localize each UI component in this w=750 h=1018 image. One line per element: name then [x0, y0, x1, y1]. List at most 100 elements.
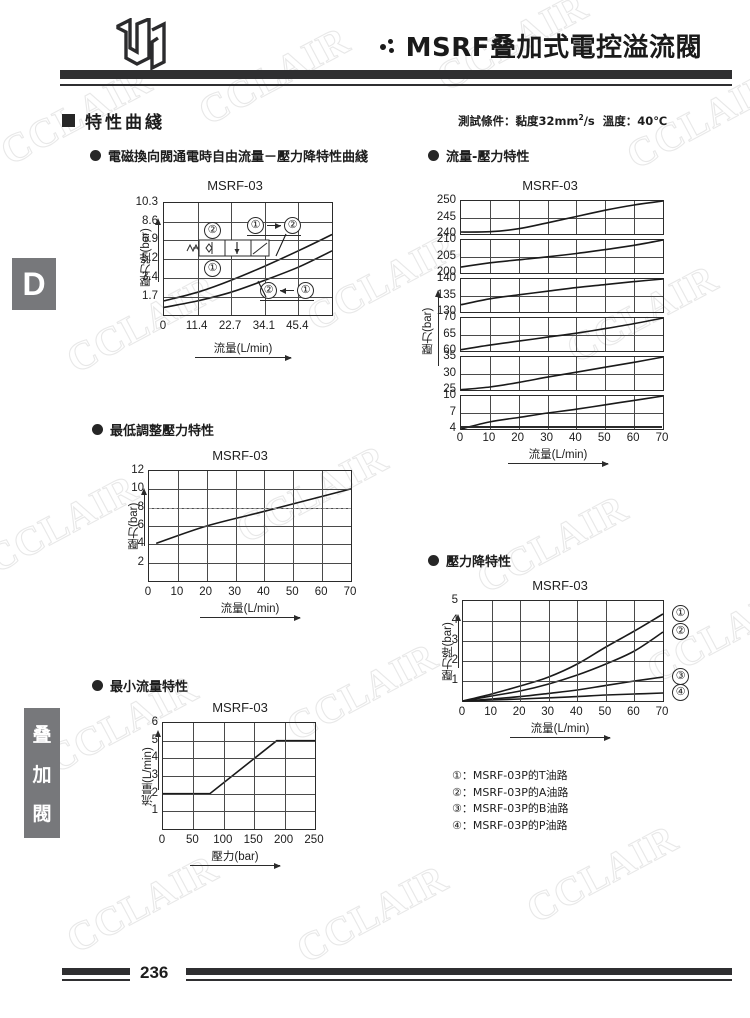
- gridline-v: [576, 396, 578, 429]
- gridline-h: [163, 811, 315, 813]
- chart4-y-tick: 3: [451, 634, 458, 646]
- chart5-title: MSRF-03: [212, 700, 268, 715]
- chart2-band-plot: [460, 317, 664, 352]
- chart2-y-tick: 7: [449, 405, 456, 418]
- gridline-h: [163, 758, 315, 760]
- page-number: 236: [140, 963, 169, 982]
- gridline-v: [634, 201, 636, 234]
- section-heading-label: 特性曲綫: [85, 113, 165, 133]
- section-heading: 特性曲綫: [62, 108, 165, 133]
- test-conditions-viscosity-exp: 2: [578, 113, 584, 123]
- chart2-y-tick: 205: [436, 249, 456, 262]
- gridline-v: [605, 396, 607, 429]
- dot-bullet-icon: [92, 424, 103, 435]
- chart4-x-axis-label: 流量(L/min): [510, 720, 611, 741]
- gridline-v: [489, 240, 491, 273]
- chart4-y-axis-arrow: [455, 614, 461, 668]
- chart5-x-tick: 50: [185, 834, 199, 846]
- chart4-x-axis-label-text: 流量(L/min): [530, 723, 590, 735]
- chart3-x-tick: 40: [256, 586, 270, 598]
- chart2-band-plot: [460, 239, 664, 274]
- gridline-v: [576, 240, 578, 273]
- footer-rule-left: [62, 968, 130, 975]
- chart2-y-axis-arrow: [435, 290, 441, 366]
- chart4-x-tick: 50: [598, 706, 612, 718]
- chart4-x-tick: 20: [512, 706, 526, 718]
- chart2-x-tick: 0: [456, 432, 464, 444]
- chart2-x-tick: 10: [482, 432, 496, 444]
- footer-rule-right-thin: [186, 979, 732, 981]
- legend-item: ②：MSRF-03P的A油路: [452, 785, 569, 799]
- gridline-h: [164, 296, 332, 298]
- page-title-text: MSRF叠加式電控溢流閥: [405, 33, 702, 63]
- chart1-y-axis-label: 壓力降(bar): [140, 228, 152, 288]
- chart3-plot-area: [148, 470, 352, 582]
- gridline-h: [463, 661, 663, 662]
- chart3-y-tick: 6: [137, 519, 144, 531]
- chart3-x-tick: 20: [199, 586, 213, 598]
- gridline-v: [518, 318, 520, 351]
- gridline-v: [518, 201, 520, 234]
- chart4-title: MSRF-03: [532, 578, 588, 593]
- chart5-x-tick: 200: [274, 834, 294, 846]
- square-bullet-icon: [62, 114, 75, 127]
- chart2-y-tick: 10: [443, 389, 456, 401]
- chart4-curves: [462, 613, 664, 702]
- chart3-y-axis-label: 壓力(bar): [128, 502, 140, 550]
- chart1-annotation-2to1: ② ①: [260, 282, 314, 301]
- chart2-y-tick: 245: [436, 210, 456, 223]
- chart5-x-tick: 0: [158, 834, 166, 846]
- chart1-x-tick: 0: [159, 320, 167, 332]
- gridline-v: [518, 396, 520, 429]
- chart1-title: MSRF-03: [207, 178, 263, 193]
- chart4-y-axis-label: 壓力降(bar): [442, 622, 454, 682]
- chart2-x-tick: 60: [626, 432, 640, 444]
- gridline-v: [235, 471, 237, 581]
- gridline-h: [463, 641, 663, 642]
- gridline-v: [264, 471, 266, 581]
- chart1-port-label-1: ①: [204, 260, 221, 277]
- chart4-y-tick: 4: [420, 614, 462, 626]
- chart1-y-tick: 1.7: [142, 289, 158, 302]
- chart4-x-tick: 10: [484, 706, 497, 718]
- gridline-v: [634, 240, 636, 273]
- gridline-v: [489, 279, 491, 312]
- gridline-h: [461, 217, 663, 219]
- gridline-v: [293, 471, 295, 581]
- chart4-x-tick: 70: [655, 706, 669, 718]
- chart1-x-tick: 11.4: [185, 320, 208, 332]
- chart5-y-tick: 6: [151, 716, 158, 728]
- chart2-y-tick: 210: [436, 233, 456, 245]
- vertical-tab-char: 閥: [32, 802, 52, 825]
- chart3-x-tick: 50: [285, 586, 299, 598]
- gridline-h: [461, 256, 663, 258]
- gridline-v: [634, 601, 636, 701]
- dot-bullet-icon: [428, 555, 439, 566]
- legend-item: ④：MSRF-03P的P油路: [452, 818, 568, 832]
- gridline-v: [197, 203, 199, 315]
- chart3-y-tick: 12: [131, 464, 144, 476]
- chart2-y-axis-label: 壓力(bar): [422, 307, 434, 355]
- gridline-h: [463, 681, 663, 682]
- gridline-v: [548, 601, 550, 701]
- chart1-y-tick: 3.4: [142, 271, 158, 283]
- chart4-x-tick: 40: [569, 706, 583, 718]
- section-tab-d[interactable]: D: [12, 258, 56, 310]
- chart5-x-tick: 250: [304, 834, 324, 846]
- chart-flow-pressure-characteristics: MSRF-03 240 245 250 200 205 210 130 135 140 60 65 7…: [420, 178, 720, 468]
- vertical-tab-char: 叠: [32, 724, 52, 747]
- vertical-tab-stacking-valve[interactable]: 叠 加 閥: [24, 708, 60, 838]
- chart2-band-plot: [460, 395, 664, 430]
- gridline-v: [489, 318, 491, 351]
- chart2-y-tick: 135: [436, 288, 456, 301]
- chart-minimum-adjust-pressure: MSRF-03 2 4 6 8 10 12 0 10 20 30 40 50 60 70 壓力(bar)…: [100, 448, 380, 621]
- chart2-title: MSRF-03: [522, 178, 578, 193]
- gridline-h: [149, 489, 351, 491]
- chart2-y-tick: 35: [443, 350, 456, 362]
- gridline-h: [149, 544, 351, 546]
- subtitle-chart1: 電磁換向閥通電時自由流量－壓力降特性曲綫: [90, 146, 368, 165]
- chart3-y-tick: 2: [137, 555, 144, 568]
- chart1-y-tick: 5.2: [142, 251, 158, 264]
- test-conditions-viscosity: 黏度32mm: [515, 114, 579, 128]
- chart2-band-curve: [460, 395, 664, 430]
